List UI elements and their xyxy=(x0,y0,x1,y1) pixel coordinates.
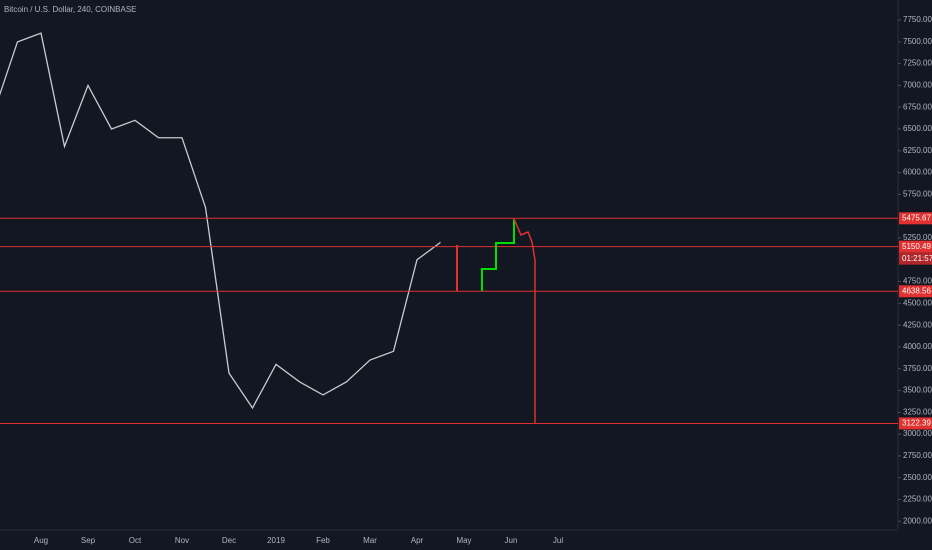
level-label-bg xyxy=(899,417,932,430)
y-tick-label: 3750.00 xyxy=(903,364,932,373)
y-tick-label: 2000.00 xyxy=(903,516,932,525)
y-tick-label: 6750.00 xyxy=(903,102,932,111)
y-tick-label: 7000.00 xyxy=(903,81,932,90)
y-tick-label: 2250.00 xyxy=(903,495,932,504)
y-tick-label: 2500.00 xyxy=(903,473,932,482)
y-tick-label: 4500.00 xyxy=(903,298,932,307)
y-tick-label: 3000.00 xyxy=(903,429,932,438)
y-tick-label: 7250.00 xyxy=(903,59,932,68)
level-label: 5475.67 xyxy=(902,213,931,222)
x-tick-label: Jul xyxy=(553,536,563,545)
x-tick-label: Aug xyxy=(34,536,48,545)
y-tick-label: 3500.00 xyxy=(903,386,932,395)
level-label: 3122.39 xyxy=(902,419,931,428)
x-tick-label: Sep xyxy=(81,536,96,545)
plot xyxy=(0,32,898,424)
level-label-bg xyxy=(899,212,932,225)
x-tick-label: Dec xyxy=(222,536,236,545)
x-tick-label: Feb xyxy=(316,536,330,545)
countdown: 01:21:57 xyxy=(902,254,932,263)
y-tick-label: 2750.00 xyxy=(903,451,932,460)
x-tick-label: Nov xyxy=(175,536,189,545)
y-tick-label: 5750.00 xyxy=(903,190,932,199)
level-label-bg xyxy=(899,240,932,253)
x-tick-label: Apr xyxy=(411,536,424,545)
price-line xyxy=(0,32,441,410)
y-tick-label: 4250.00 xyxy=(903,320,932,329)
y-tick-label: 5250.00 xyxy=(903,233,932,242)
countdown-bg xyxy=(899,252,932,265)
y-tick-label: 6000.00 xyxy=(903,168,932,177)
level-label: 4638.56 xyxy=(902,286,931,295)
y-tick-label: 4750.00 xyxy=(903,277,932,286)
x-tick-label: 2019 xyxy=(267,536,285,545)
projection-down xyxy=(513,218,536,423)
y-tick-label: 4000.00 xyxy=(903,342,932,351)
y-tick-label: 7750.00 xyxy=(903,15,932,24)
x-tick-label: Mar xyxy=(363,536,377,545)
x-tick-label: Oct xyxy=(129,536,142,545)
x-tick-label: Jun xyxy=(505,536,518,545)
x-tick-label: May xyxy=(456,536,471,545)
level-label: 5150.49 xyxy=(902,242,931,251)
y-tick-label: 7500.00 xyxy=(903,37,932,46)
level-label-bg xyxy=(899,285,932,298)
y-tick-label: 6500.00 xyxy=(903,124,932,133)
chart-title: Bitcoin / U.S. Dollar, 240, COINBASE xyxy=(4,5,137,14)
projection-up xyxy=(481,219,515,291)
y-tick-label: 3250.00 xyxy=(903,407,932,416)
y-tick-label: 6250.00 xyxy=(903,146,932,155)
